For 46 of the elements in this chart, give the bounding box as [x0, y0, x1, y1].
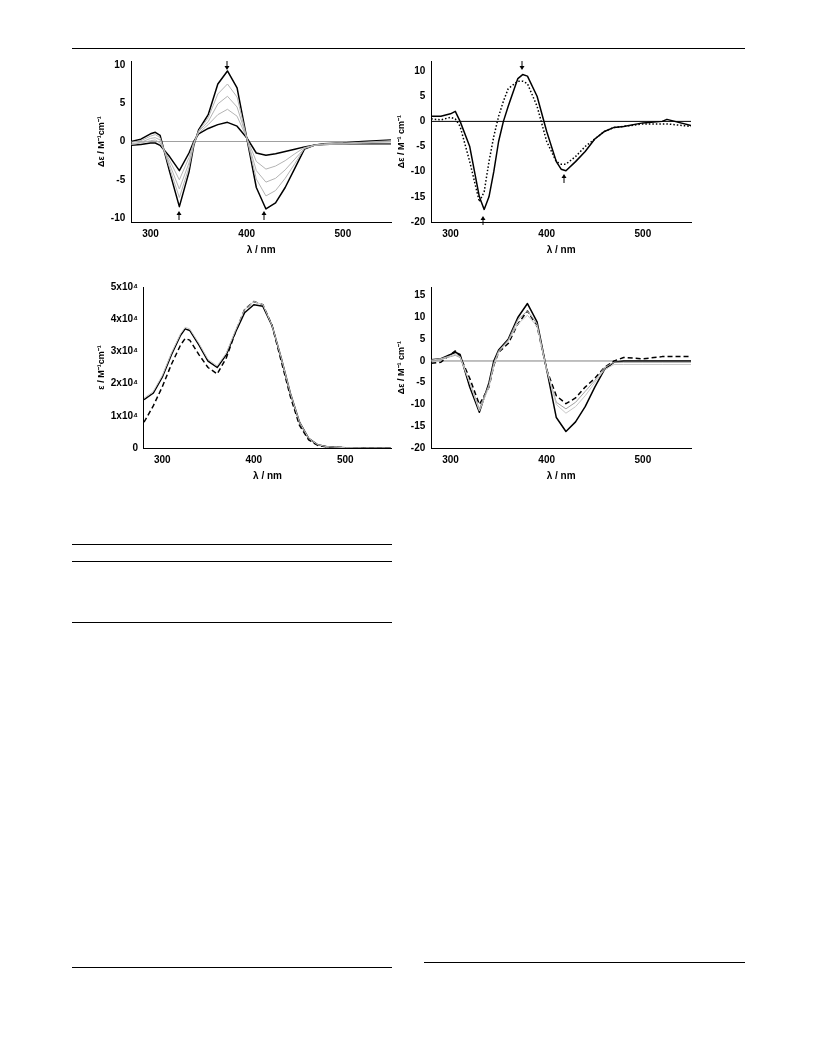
y-tick-label: 2x10⁴	[110, 377, 139, 389]
x-tick-label: 500	[336, 453, 355, 465]
y-tick-label: 10	[414, 64, 426, 76]
y-tick-label: -5	[416, 376, 426, 388]
y-axis-title: Δε / M⁻¹ cm⁻¹	[395, 340, 406, 395]
x-tick-label: 400	[245, 453, 263, 465]
y-axis-title: Δε / M⁻¹ cm⁻¹	[395, 114, 406, 169]
y-tick-label: 5	[419, 332, 426, 344]
x-tick-label: 500	[334, 227, 352, 239]
y-tick-label: 0	[419, 115, 426, 127]
y-axis-title: Δε / M⁻¹cm⁻¹	[95, 116, 106, 167]
x-tick-label: 300	[142, 227, 160, 239]
x-tick-label: 300	[442, 227, 460, 239]
y-tick-label: 10	[414, 311, 426, 323]
y-tick-label: 0	[119, 135, 126, 147]
y-tick-label: -15	[410, 190, 426, 202]
x-tick-label: 400	[538, 453, 556, 465]
y-axis-title: ε / M⁻¹cm⁻¹	[95, 345, 106, 390]
y-tick-label: -10	[410, 398, 426, 410]
x-tick-label: 500	[634, 227, 652, 239]
y-tick-label: 5	[419, 89, 426, 101]
y-tick-label: 1x10⁴	[110, 409, 139, 421]
y-tick-label: 4x10⁴	[110, 312, 139, 324]
y-tick-label: 10	[114, 58, 126, 70]
x-tick-label: 400	[238, 227, 256, 239]
y-tick-label: 0	[419, 354, 426, 366]
y-tick-label: -10	[110, 211, 126, 223]
y-tick-label: -15	[410, 419, 426, 431]
y-tick-label: -10	[410, 165, 426, 177]
y-tick-label: 15	[414, 289, 426, 301]
x-axis-title: λ / nm	[253, 469, 283, 481]
x-tick-label: 500	[634, 453, 652, 465]
y-tick-label: 0	[132, 441, 139, 453]
y-tick-label: -20	[410, 441, 426, 453]
y-tick-label: -20	[410, 215, 426, 227]
y-tick-label: 3x10⁴	[110, 345, 139, 357]
x-tick-label: 300	[442, 453, 460, 465]
y-tick-label: 5x10⁴	[110, 280, 139, 292]
x-tick-label: 400	[538, 227, 556, 239]
x-axis-title: λ / nm	[246, 243, 276, 255]
x-axis-title: λ / nm	[546, 243, 576, 255]
y-tick-label: 5	[119, 96, 126, 108]
y-tick-label: -5	[416, 140, 426, 152]
y-tick-label: -5	[116, 173, 126, 185]
x-tick-label: 300	[153, 453, 172, 465]
x-axis-title: λ / nm	[546, 469, 576, 481]
